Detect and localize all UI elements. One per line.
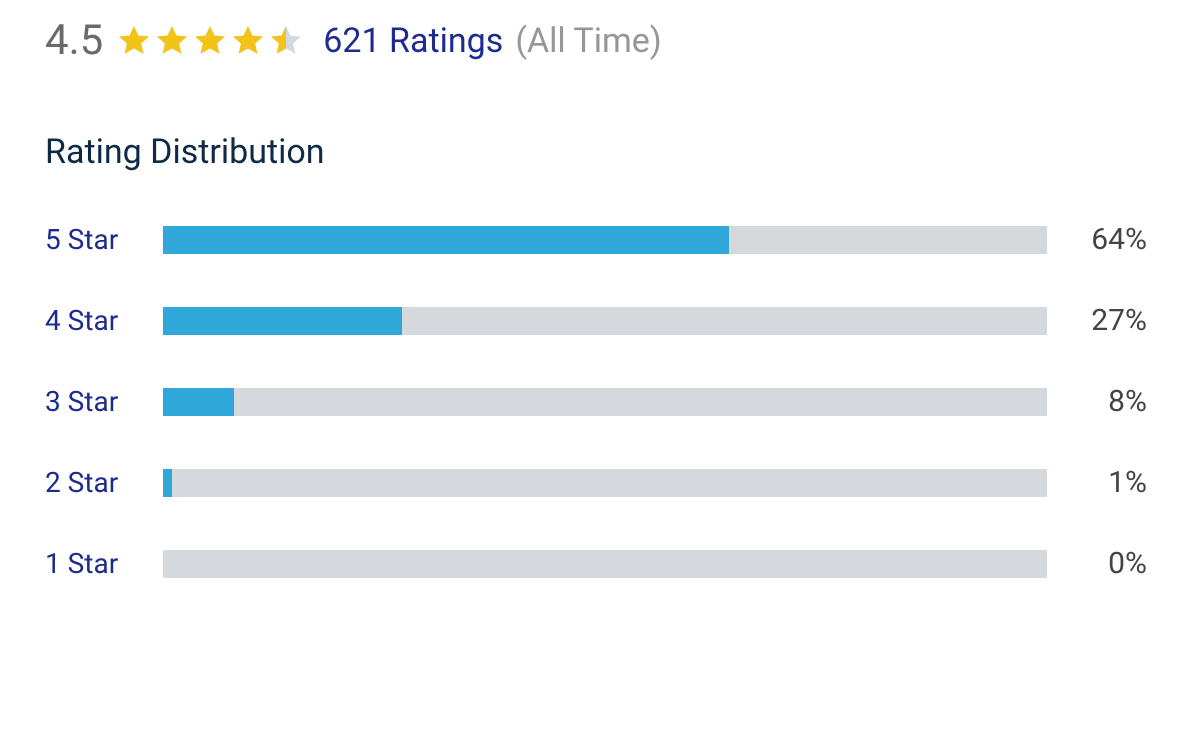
rating-bar-track <box>163 307 1047 335</box>
rating-bar-row[interactable]: 1 Star 0% <box>45 546 1147 581</box>
rating-bar-fill <box>163 469 172 497</box>
rating-bar-percent: 27% <box>1047 303 1147 338</box>
star-icon <box>153 22 191 60</box>
rating-bar-track <box>163 388 1047 416</box>
star-icon <box>267 22 305 60</box>
rating-bar-label: 5 Star <box>45 223 163 256</box>
rating-bar-label: 1 Star <box>45 547 163 580</box>
rating-bar-percent: 8% <box>1047 384 1147 419</box>
rating-bar-track <box>163 226 1047 254</box>
rating-bar-track <box>163 550 1047 578</box>
rating-bar-row[interactable]: 2 Star 1% <box>45 465 1147 500</box>
rating-bar-track <box>163 469 1047 497</box>
rating-bar-label: 2 Star <box>45 466 163 499</box>
star-icon <box>115 22 153 60</box>
rating-bar-fill <box>163 307 402 335</box>
star-icon <box>229 22 267 60</box>
rating-bar-fill <box>163 226 729 254</box>
rating-distribution-list: 5 Star 64% 4 Star 27% 3 Star 8% 2 Star <box>45 222 1147 581</box>
star-rating-icons <box>115 22 305 60</box>
ratings-period-label: (All Time) <box>515 21 661 61</box>
rating-bar-row[interactable]: 3 Star 8% <box>45 384 1147 419</box>
rating-bar-percent: 0% <box>1047 546 1147 581</box>
rating-summary-row: 4.5 621 Ratings (All Time) <box>45 20 1147 62</box>
rating-bar-row[interactable]: 4 Star 27% <box>45 303 1147 338</box>
average-score: 4.5 <box>45 20 103 62</box>
rating-distribution-title: Rating Distribution <box>45 132 1147 172</box>
star-icon <box>191 22 229 60</box>
rating-bar-label: 4 Star <box>45 304 163 337</box>
rating-bar-percent: 1% <box>1047 465 1147 500</box>
rating-bar-label: 3 Star <box>45 385 163 418</box>
rating-bar-percent: 64% <box>1047 222 1147 257</box>
ratings-count-link[interactable]: 621 Ratings <box>323 21 503 61</box>
rating-bar-fill <box>163 388 234 416</box>
rating-bar-row[interactable]: 5 Star 64% <box>45 222 1147 257</box>
